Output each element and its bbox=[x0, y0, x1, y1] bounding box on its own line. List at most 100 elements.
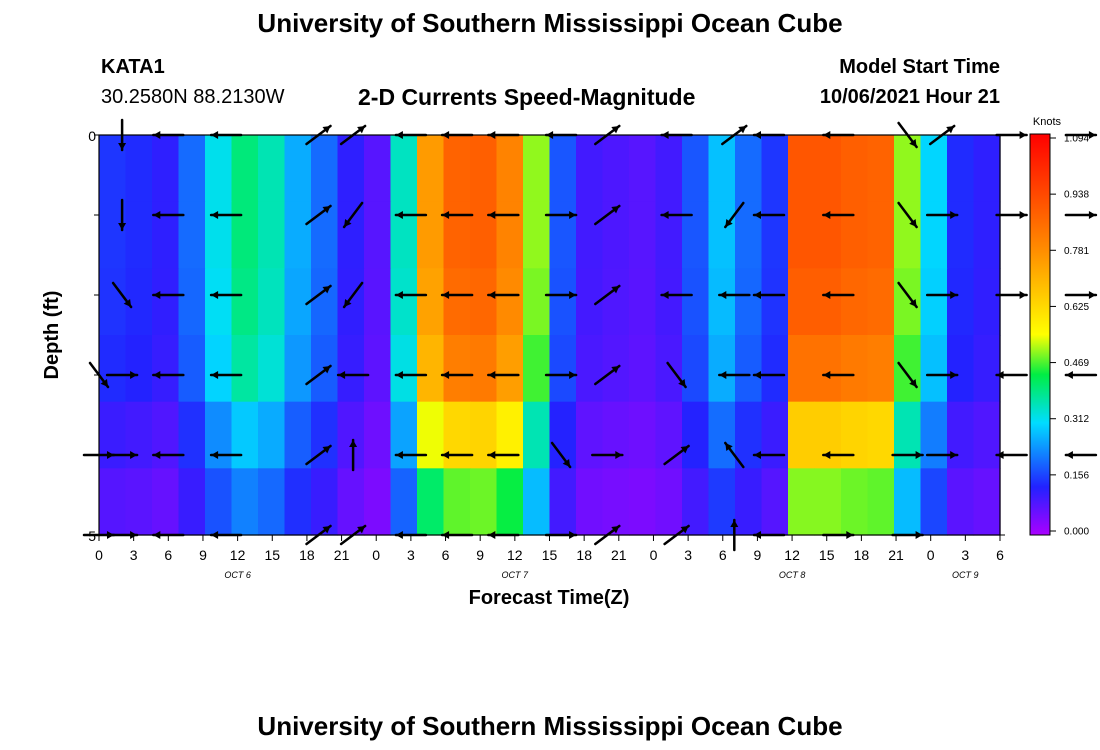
vector-head bbox=[611, 206, 620, 214]
heatmap-cell bbox=[417, 401, 445, 469]
heatmap-cell bbox=[867, 401, 895, 469]
current-vector bbox=[305, 284, 332, 306]
heatmap-cell bbox=[337, 468, 365, 536]
x-tick-label: 15 bbox=[819, 547, 835, 563]
x-tick-label: 6 bbox=[164, 547, 172, 563]
heatmap-cell bbox=[841, 401, 869, 469]
heatmap-cell bbox=[284, 401, 312, 469]
heatmap-cell bbox=[867, 268, 895, 336]
heatmap-cell bbox=[284, 468, 312, 536]
vector-head bbox=[322, 526, 331, 534]
heatmap-cell bbox=[311, 268, 339, 336]
heatmap-cell bbox=[523, 335, 551, 403]
colorbar-unit: Knots bbox=[1033, 116, 1062, 128]
heatmap-cell bbox=[99, 335, 127, 403]
heatmap-cells bbox=[99, 135, 1001, 536]
heatmap-cell bbox=[841, 468, 869, 536]
vector-head bbox=[1019, 211, 1027, 219]
vector-head bbox=[611, 366, 620, 374]
vector-head bbox=[322, 446, 331, 454]
date-label: OCT 7 bbox=[502, 570, 529, 580]
heatmap-cell bbox=[152, 268, 180, 336]
x-tick-label: 3 bbox=[684, 547, 692, 563]
heatmap-cell bbox=[443, 268, 471, 336]
heatmap-cell bbox=[761, 401, 789, 469]
heatmap-cell bbox=[920, 268, 948, 336]
current-vector bbox=[544, 371, 578, 379]
heatmap-cell bbox=[841, 268, 869, 336]
current-vector bbox=[724, 201, 745, 229]
vector-head bbox=[344, 299, 352, 307]
heatmap-cell bbox=[99, 268, 127, 336]
heatmap-cell bbox=[470, 135, 498, 203]
heatmap-cell bbox=[417, 468, 445, 536]
current-vector bbox=[305, 204, 332, 226]
heatmap-cell bbox=[443, 335, 471, 403]
x-tick-label: 12 bbox=[230, 547, 246, 563]
heatmap-cell bbox=[523, 401, 551, 469]
vector-head bbox=[211, 371, 219, 379]
heatmap-cell bbox=[602, 468, 630, 536]
vector-head bbox=[488, 371, 496, 379]
current-vector bbox=[822, 451, 855, 459]
current-vector bbox=[487, 371, 520, 379]
x-tick-label: 21 bbox=[334, 547, 350, 563]
x-tick-labels: 0 3 6 9 12 15 18 21 0 3 6 9 12 15 18 21 0 3 6 9 12 15 18 21 0 3 6 bbox=[95, 547, 1004, 563]
current-vector bbox=[336, 371, 370, 379]
vector-head bbox=[153, 211, 161, 219]
heatmap-cell bbox=[735, 135, 763, 203]
current-vector bbox=[209, 211, 243, 219]
heatmap-cell bbox=[682, 201, 710, 269]
x-tick-label: 21 bbox=[611, 547, 627, 563]
heatmap-cell bbox=[311, 201, 339, 269]
heatmap-cell bbox=[788, 201, 816, 269]
x-tick-label: 6 bbox=[442, 547, 450, 563]
current-vector bbox=[660, 291, 693, 299]
vector-head bbox=[123, 299, 132, 307]
heatmap-cell bbox=[735, 468, 763, 536]
heatmap-cell bbox=[602, 135, 630, 203]
current-vector bbox=[487, 451, 520, 459]
vector-head bbox=[211, 291, 219, 299]
heatmap-cell bbox=[496, 401, 524, 469]
heatmap-cell bbox=[761, 268, 789, 336]
heatmap-cell bbox=[549, 135, 577, 203]
x-tick-label: 21 bbox=[888, 547, 904, 563]
current-vector bbox=[544, 291, 578, 299]
vector-head bbox=[1019, 131, 1027, 139]
current-vector bbox=[349, 438, 358, 472]
heatmap-cell bbox=[708, 468, 736, 536]
current-vector bbox=[752, 211, 786, 219]
date-labels: OCT 6 OCT 7 OCT 8 OCT 9 bbox=[224, 570, 978, 580]
heatmap-cell bbox=[496, 268, 524, 336]
x-tick-label: 18 bbox=[299, 547, 315, 563]
current-vector bbox=[897, 201, 918, 229]
heatmap-cell bbox=[549, 201, 577, 269]
vector-head bbox=[211, 211, 219, 219]
current-vector bbox=[152, 371, 185, 379]
vector-head bbox=[611, 286, 620, 294]
heatmap-cell bbox=[231, 201, 259, 269]
current-vector bbox=[209, 371, 243, 379]
heatmap-cell bbox=[947, 268, 975, 336]
vector-head bbox=[611, 526, 620, 534]
current-vector bbox=[394, 291, 428, 299]
current-vector bbox=[594, 204, 621, 226]
current-vector bbox=[152, 291, 185, 299]
current-vector bbox=[718, 371, 751, 379]
vector-head bbox=[678, 379, 686, 387]
heatmap-cell bbox=[258, 335, 286, 403]
date-label: OCT 9 bbox=[952, 570, 979, 580]
page-title-bottom: University of Southern Mississippi Ocean… bbox=[257, 711, 843, 741]
heatmap-cell bbox=[947, 135, 975, 203]
vector-head bbox=[130, 451, 138, 459]
current-vector bbox=[544, 211, 578, 219]
heatmap-cell bbox=[629, 201, 657, 269]
colorbar-tick-label: 0.156 bbox=[1064, 470, 1089, 481]
heatmap-cell bbox=[417, 201, 445, 269]
x-tick-label: 9 bbox=[199, 547, 207, 563]
heatmap-cell bbox=[205, 468, 233, 536]
current-vector bbox=[550, 441, 572, 469]
vector-head bbox=[118, 143, 127, 150]
